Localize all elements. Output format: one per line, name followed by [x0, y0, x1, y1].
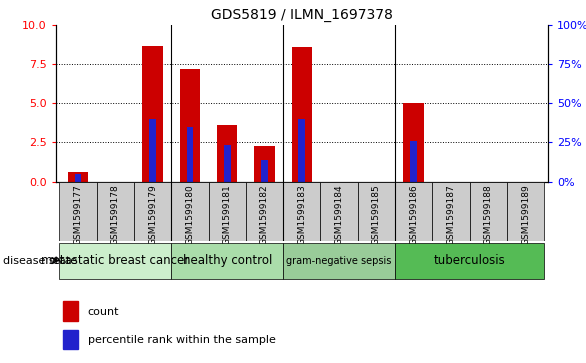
Text: GSM1599189: GSM1599189 [521, 184, 530, 245]
Bar [59, 243, 171, 280]
Bar [97, 182, 134, 241]
Bar [261, 160, 268, 182]
Text: GSM1599184: GSM1599184 [335, 184, 343, 245]
Title: GDS5819 / ILMN_1697378: GDS5819 / ILMN_1697378 [211, 8, 393, 22]
Bar [217, 125, 237, 182]
Bar [142, 46, 163, 182]
Bar [246, 182, 283, 241]
Text: gram-negative sepsis: gram-negative sepsis [287, 256, 392, 266]
Text: count: count [88, 307, 119, 317]
Bar [134, 182, 171, 241]
Bar [59, 182, 97, 241]
Bar [254, 146, 275, 182]
Text: disease state: disease state [3, 256, 77, 266]
Bar [507, 182, 544, 241]
Bar [469, 182, 507, 241]
Bar [68, 172, 88, 182]
Text: metastatic breast cancer: metastatic breast cancer [41, 254, 189, 267]
Text: GSM1599182: GSM1599182 [260, 184, 269, 245]
Text: GSM1599186: GSM1599186 [409, 184, 418, 245]
Text: GSM1599181: GSM1599181 [223, 184, 231, 245]
Bar [63, 301, 78, 321]
Bar [74, 174, 81, 182]
Bar [357, 182, 395, 241]
Bar [298, 119, 305, 182]
Text: GSM1599177: GSM1599177 [74, 184, 83, 245]
Bar [186, 127, 193, 182]
Text: percentile rank within the sample: percentile rank within the sample [88, 335, 275, 345]
Bar [395, 243, 544, 280]
Bar [171, 182, 209, 241]
Text: GSM1599179: GSM1599179 [148, 184, 157, 245]
Bar [63, 330, 78, 349]
Bar [224, 145, 230, 182]
Bar [171, 243, 283, 280]
Text: GSM1599180: GSM1599180 [185, 184, 195, 245]
Text: GSM1599178: GSM1599178 [111, 184, 120, 245]
Bar [321, 182, 357, 241]
Bar [403, 103, 424, 182]
Text: GSM1599185: GSM1599185 [372, 184, 381, 245]
Bar [283, 243, 395, 280]
Bar [432, 182, 469, 241]
Bar [180, 69, 200, 182]
Bar [292, 47, 312, 182]
Bar [149, 119, 156, 182]
Bar [209, 182, 246, 241]
Bar [395, 182, 432, 241]
Text: healthy control: healthy control [182, 254, 272, 267]
Text: tuberculosis: tuberculosis [434, 254, 506, 267]
Text: GSM1599183: GSM1599183 [297, 184, 306, 245]
Text: GSM1599188: GSM1599188 [484, 184, 493, 245]
Bar [283, 182, 321, 241]
Bar [410, 141, 417, 182]
Text: GSM1599187: GSM1599187 [447, 184, 455, 245]
